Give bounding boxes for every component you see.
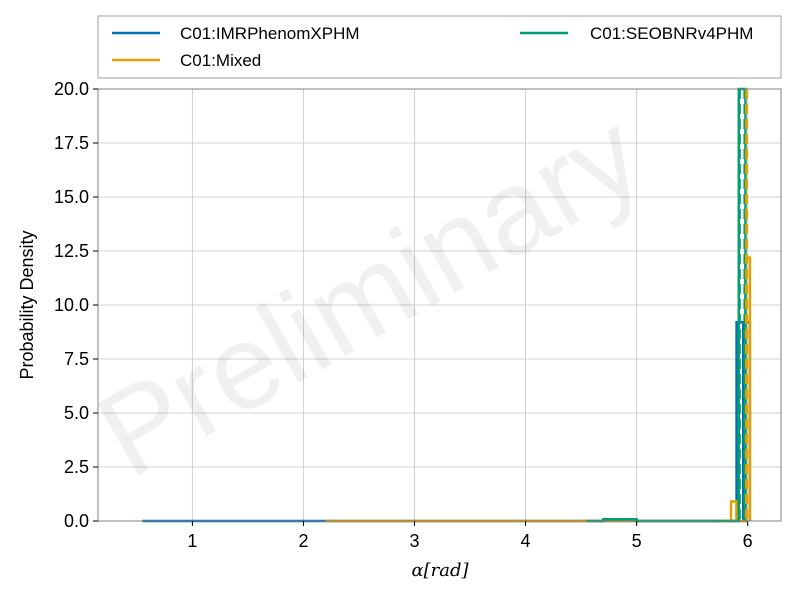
x-tick-label: 3 bbox=[410, 531, 420, 551]
x-axis-ticks: 1 2 3 4 5 6 bbox=[187, 521, 753, 551]
y-tick-label: 0.0 bbox=[64, 511, 89, 531]
y-tick-label: 7.5 bbox=[64, 349, 89, 369]
legend-label: C01:Mixed bbox=[180, 51, 261, 70]
y-tick-label: 17.5 bbox=[54, 133, 89, 153]
legend-frame bbox=[97, 15, 782, 79]
y-tick-label: 10.0 bbox=[54, 295, 89, 315]
y-tick-label: 5.0 bbox=[64, 403, 89, 423]
y-tick-label: 12.5 bbox=[54, 241, 89, 261]
legend: C01:IMRPhenomXPHM C01:Mixed C01:SEOBNRv4PH… bbox=[97, 15, 782, 79]
legend-label: C01:SEOBNRv4PHM bbox=[590, 24, 753, 43]
y-tick-label: 20.0 bbox=[54, 79, 89, 99]
y-tick-label: 15.0 bbox=[54, 187, 89, 207]
plot-area: Preliminary bbox=[76, 86, 782, 523]
y-axis-label: Probability Density bbox=[17, 230, 37, 379]
legend-label: C01:IMRPhenomXPHM bbox=[180, 24, 360, 43]
x-tick-label: 4 bbox=[521, 531, 531, 551]
x-tick-label: 1 bbox=[187, 531, 197, 551]
median-lines-layer bbox=[737, 89, 749, 521]
x-tick-label: 6 bbox=[743, 531, 753, 551]
x-tick-label: 2 bbox=[298, 531, 308, 551]
x-axis-label: α[rad] bbox=[411, 560, 469, 581]
x-tick-label: 5 bbox=[632, 531, 642, 551]
y-tick-label: 2.5 bbox=[64, 457, 89, 477]
y-axis-ticks: 0.0 2.5 5.0 7.5 10.0 12.5 15.0 17.5 20.0 bbox=[54, 79, 98, 531]
legend-entries: C01:IMRPhenomXPHM C01:Mixed C01:SEOBNRv4PH… bbox=[112, 24, 753, 70]
